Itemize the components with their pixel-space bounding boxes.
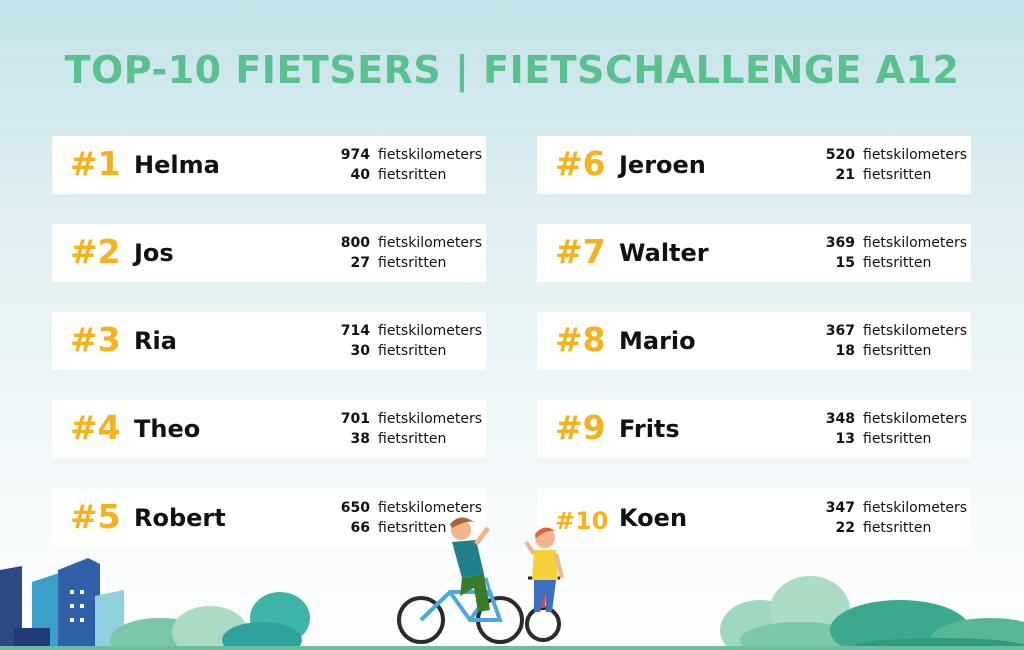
rides-value: 18 bbox=[835, 343, 855, 359]
rider-name: Jos bbox=[134, 239, 174, 267]
leaderboard-card-7: #7 Walter 369 fietskilometers 15 fietsritt… bbox=[537, 224, 971, 282]
rides-value: 13 bbox=[835, 431, 855, 447]
rides-unit: fietsritten bbox=[863, 431, 932, 447]
rank-label: #5 bbox=[70, 497, 121, 536]
rides-unit: fietsritten bbox=[378, 255, 447, 271]
rider-stats: 974 fietskilometers 40 fietsritten bbox=[314, 145, 482, 185]
rider-stats: 701 fietskilometers 38 fietsritten bbox=[314, 409, 482, 449]
rides-value: 22 bbox=[835, 520, 855, 536]
city-buildings-icon bbox=[0, 558, 124, 650]
km-unit: fietskilometers bbox=[863, 500, 968, 516]
rides-value: 15 bbox=[835, 255, 855, 271]
rider-stats: 348 fietskilometers 13 fietsritten bbox=[799, 409, 967, 449]
km-value: 714 bbox=[340, 323, 370, 339]
rides-value: 27 bbox=[350, 255, 370, 271]
bushes-left-icon bbox=[110, 592, 310, 650]
rider-name: Walter bbox=[619, 239, 709, 267]
km-unit: fietskilometers bbox=[863, 147, 968, 163]
rank-label: #3 bbox=[70, 320, 121, 359]
km-value: 974 bbox=[340, 147, 370, 163]
leaderboard-card-4: #4 Theo 701 fietskilometers 38 fietsritten bbox=[52, 400, 486, 458]
cyclist-adult-icon bbox=[397, 517, 524, 644]
leaderboard-card-5: #5 Robert 650 fietskilometers 66 fietsritt… bbox=[52, 489, 486, 547]
rides-unit: fietsritten bbox=[378, 167, 447, 183]
cycling-scene-illustration bbox=[0, 517, 1024, 650]
rides-value: 40 bbox=[350, 167, 370, 183]
rides-unit: fietsritten bbox=[378, 431, 447, 447]
km-value: 520 bbox=[825, 147, 855, 163]
rider-stats: 714 fietskilometers 30 fietsritten bbox=[314, 321, 482, 361]
rides-unit: fietsritten bbox=[378, 343, 447, 359]
rank-label: #1 bbox=[70, 144, 121, 183]
rides-value: 21 bbox=[835, 167, 855, 183]
rider-stats: 367 fietskilometers 18 fietsritten bbox=[799, 321, 967, 361]
rider-stats: 347 fietskilometers 22 fietsritten bbox=[799, 498, 967, 538]
rider-stats: 650 fietskilometers 66 fietsritten bbox=[314, 498, 482, 538]
leaderboard-card-10: #10 Koen 347 fietskilometers 22 fietsritte… bbox=[537, 489, 971, 547]
km-unit: fietskilometers bbox=[863, 235, 968, 251]
rider-name: Robert bbox=[134, 504, 226, 532]
page-title: TOP-10 FIETSERS | FIETSCHALLENGE A12 bbox=[64, 48, 960, 92]
km-unit: fietskilometers bbox=[863, 411, 968, 427]
rider-stats: 800 fietskilometers 27 fietsritten bbox=[314, 233, 482, 273]
rank-label: #7 bbox=[555, 232, 606, 271]
rides-unit: fietsritten bbox=[863, 520, 932, 536]
rider-name: Koen bbox=[619, 504, 688, 532]
leaderboard-card-3: #3 Ria 714 fietskilometers 30 fietsritten bbox=[52, 312, 486, 370]
leaderboard-card-2: #2 Jos 800 fietskilometers 27 fietsritten bbox=[52, 224, 486, 282]
km-value: 800 bbox=[340, 235, 370, 251]
leaderboard-card-1: #1 Helma 974 fietskilometers 40 fietsritte… bbox=[52, 136, 486, 194]
rides-value: 66 bbox=[350, 520, 370, 536]
rides-unit: fietsritten bbox=[863, 167, 932, 183]
rides-unit: fietsritten bbox=[378, 520, 447, 536]
km-unit: fietskilometers bbox=[378, 323, 483, 339]
rider-name: Frits bbox=[619, 415, 680, 443]
rank-label: #8 bbox=[555, 320, 606, 359]
cyclist-child-icon bbox=[524, 527, 564, 642]
rank-label: #9 bbox=[555, 408, 606, 447]
rides-value: 30 bbox=[350, 343, 370, 359]
leaderboard-card-6: #6 Jeroen 520 fietskilometers 21 fietsritt… bbox=[537, 136, 971, 194]
rank-label: #2 bbox=[70, 232, 121, 271]
rider-name: Mario bbox=[619, 327, 696, 355]
km-unit: fietskilometers bbox=[378, 147, 483, 163]
rides-value: 38 bbox=[350, 431, 370, 447]
rider-name: Jeroen bbox=[619, 151, 706, 179]
leaderboard-card-8: #8 Mario 367 fietskilometers 18 fietsritte… bbox=[537, 312, 971, 370]
km-unit: fietskilometers bbox=[378, 500, 483, 516]
rides-unit: fietsritten bbox=[863, 255, 932, 271]
km-value: 347 bbox=[825, 500, 855, 516]
rider-name: Helma bbox=[134, 151, 220, 179]
km-unit: fietskilometers bbox=[863, 323, 968, 339]
rank-label: #4 bbox=[70, 408, 121, 447]
rides-unit: fietsritten bbox=[863, 343, 932, 359]
rank-label: #10 bbox=[555, 507, 609, 535]
km-value: 367 bbox=[825, 323, 855, 339]
bushes-right-icon bbox=[720, 576, 1024, 650]
km-value: 701 bbox=[340, 411, 370, 427]
leaderboard-card-9: #9 Frits 348 fietskilometers 13 fietsritte… bbox=[537, 400, 971, 458]
km-value: 650 bbox=[340, 500, 370, 516]
rank-label: #6 bbox=[555, 144, 606, 183]
rider-name: Theo bbox=[134, 415, 201, 443]
rider-stats: 369 fietskilometers 15 fietsritten bbox=[799, 233, 967, 273]
rider-stats: 520 fietskilometers 21 fietsritten bbox=[799, 145, 967, 185]
rider-name: Ria bbox=[134, 327, 177, 355]
km-value: 348 bbox=[825, 411, 855, 427]
km-unit: fietskilometers bbox=[378, 235, 483, 251]
km-value: 369 bbox=[825, 235, 855, 251]
km-unit: fietskilometers bbox=[378, 411, 483, 427]
